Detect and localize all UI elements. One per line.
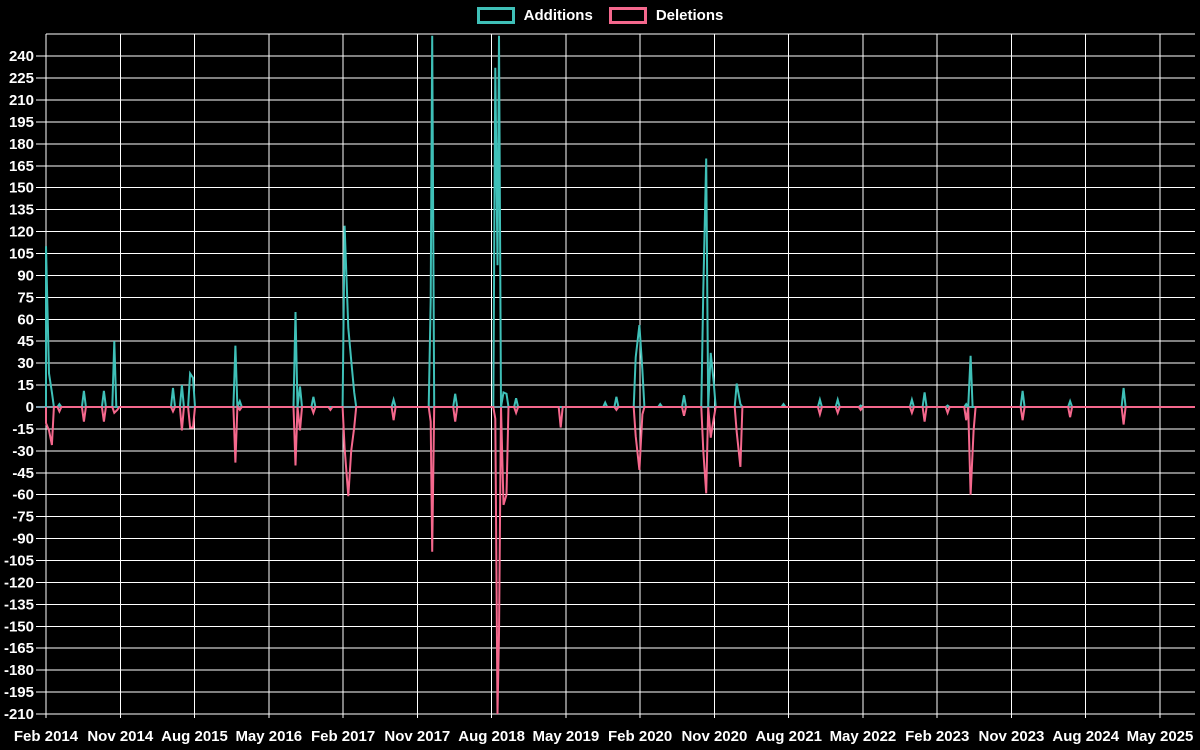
x-tick-label: May 2022 bbox=[830, 728, 897, 745]
x-tick-label: Aug 2024 bbox=[1052, 728, 1119, 745]
legend-label-additions: Additions bbox=[523, 7, 593, 24]
y-tick-label: 180 bbox=[9, 136, 34, 153]
y-axis-ticks bbox=[36, 55, 46, 715]
additions-swatch-icon bbox=[476, 7, 515, 24]
y-tick-label: -195 bbox=[4, 684, 34, 701]
y-tick-label: -210 bbox=[4, 706, 34, 723]
y-tick-label: -75 bbox=[12, 509, 34, 526]
x-tick-label: Aug 2018 bbox=[458, 728, 525, 745]
y-tick-label: 0 bbox=[26, 399, 34, 416]
y-tick-label: -120 bbox=[4, 574, 34, 591]
y-tick-label: 90 bbox=[17, 267, 34, 284]
x-tick-label: Feb 2020 bbox=[608, 728, 672, 745]
y-tick-label: 75 bbox=[17, 289, 34, 306]
y-tick-label: -90 bbox=[12, 531, 34, 548]
y-tick-label: 45 bbox=[17, 333, 34, 350]
y-tick-label: -30 bbox=[12, 443, 34, 460]
y-tick-label: -105 bbox=[4, 553, 34, 570]
x-tick-label: May 2019 bbox=[533, 728, 600, 745]
y-tick-label: 210 bbox=[9, 92, 34, 109]
x-tick-label: May 2016 bbox=[235, 728, 302, 745]
additions-series bbox=[45, 35, 1195, 411]
y-tick-label: 225 bbox=[9, 70, 34, 87]
x-tick-label: Nov 2017 bbox=[384, 728, 450, 745]
x-tick-label: Nov 2014 bbox=[87, 728, 154, 745]
y-tick-label: 240 bbox=[9, 48, 34, 65]
y-tick-label: 15 bbox=[17, 377, 34, 394]
deletions-series bbox=[45, 404, 1195, 715]
y-tick-label: 105 bbox=[9, 246, 34, 263]
y-tick-label: -45 bbox=[12, 465, 34, 482]
x-tick-label: May 2025 bbox=[1127, 728, 1194, 745]
legend-item-deletions[interactable]: Deletions bbox=[608, 7, 724, 24]
x-axis-labels: Feb 2014 Nov 2014 Aug 2015 May 2016 Feb 2017… bbox=[14, 728, 1193, 745]
y-tick-label: 120 bbox=[9, 224, 34, 241]
x-tick-label: Aug 2015 bbox=[161, 728, 228, 745]
y-tick-label: -180 bbox=[4, 662, 34, 679]
y-tick-label: 60 bbox=[17, 311, 34, 328]
x-tick-label: Feb 2017 bbox=[311, 728, 375, 745]
y-tick-label: -15 bbox=[12, 421, 34, 438]
y-tick-label: -150 bbox=[4, 618, 34, 635]
gridlines bbox=[45, 33, 1195, 718]
y-tick-label: 195 bbox=[9, 114, 34, 131]
deletions-swatch-icon bbox=[608, 7, 647, 24]
x-tick-label: Nov 2023 bbox=[979, 728, 1045, 745]
x-tick-label: Feb 2023 bbox=[905, 728, 969, 745]
y-tick-label: 135 bbox=[9, 202, 34, 219]
y-axis-labels: -210-195-180-165-150-135-120-105-90-75-6… bbox=[4, 48, 34, 723]
y-tick-label: -60 bbox=[12, 487, 34, 504]
x-tick-label: Feb 2014 bbox=[14, 728, 79, 745]
y-tick-label: 165 bbox=[9, 158, 34, 175]
x-tick-label: Aug 2021 bbox=[755, 728, 822, 745]
legend-item-additions[interactable]: Additions bbox=[476, 7, 593, 24]
y-tick-label: -165 bbox=[4, 640, 34, 657]
y-tick-label: -135 bbox=[4, 596, 34, 613]
chart-legend: Additions Deletions bbox=[0, 7, 1200, 24]
y-tick-label: 150 bbox=[9, 180, 34, 197]
y-tick-label: 30 bbox=[17, 355, 34, 372]
legend-label-deletions: Deletions bbox=[655, 7, 724, 24]
x-tick-label: Nov 2020 bbox=[681, 728, 747, 745]
